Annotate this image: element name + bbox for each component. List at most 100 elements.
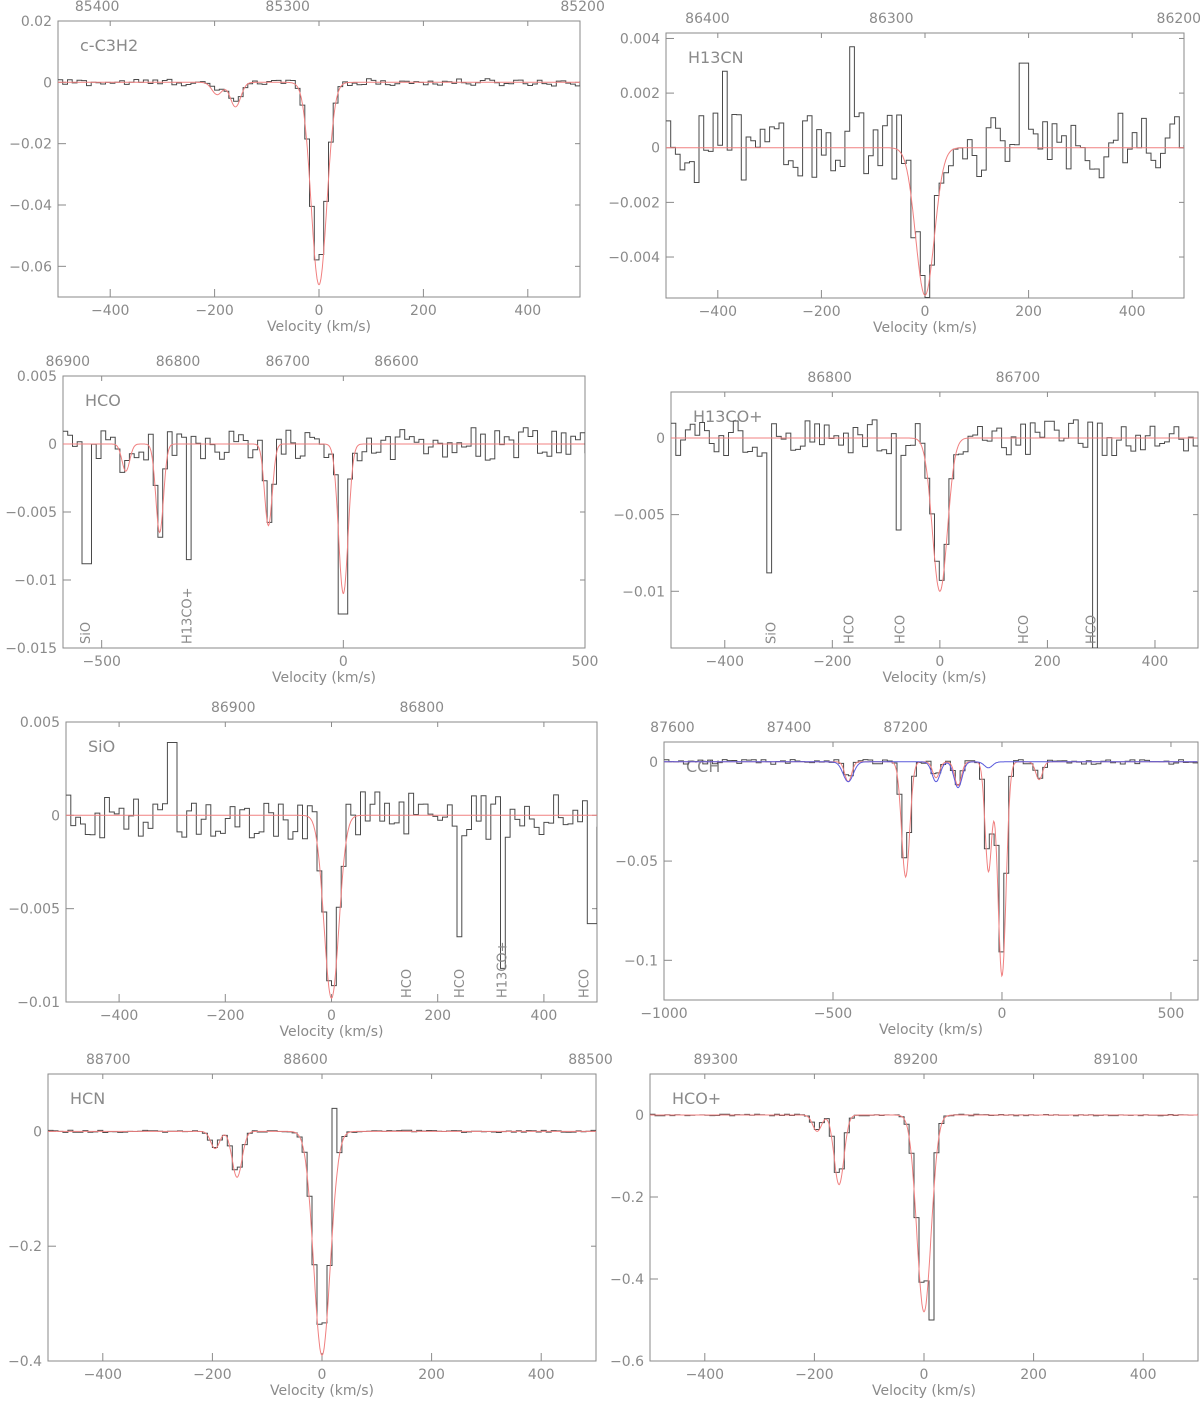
x-axis-label: Velocity (km/s) xyxy=(272,670,376,686)
spectrum-panel-H13CN: −400 −200 0 200 400 0.004 0.002 0 −0.002 −0.004 Ve… xyxy=(608,11,1200,336)
x-tick-label: 200 xyxy=(1015,304,1042,320)
spectrum-panel-CCH: −1000 −500 0 500 0 −0.05 −0.1 Velocity (km/s) 87… xyxy=(615,720,1199,1038)
model-fit-blue xyxy=(664,761,1198,789)
line-marker-label: H13CO+ xyxy=(180,587,195,644)
top-axis-label: 86300 xyxy=(869,11,914,27)
plot-frame xyxy=(670,391,1199,649)
observed-spectrum xyxy=(650,1113,1198,1321)
x-axis-label: Velocity (km/s) xyxy=(279,1024,383,1040)
x-axis-label: Velocity (km/s) xyxy=(879,1022,983,1038)
x-axis-label: Velocity (km/s) xyxy=(270,1383,374,1399)
y-tick-label: −0.002 xyxy=(608,195,660,211)
y-tick-label: 0.004 xyxy=(620,31,660,47)
y-tick-label: 0 xyxy=(33,1124,42,1140)
model-fit-red xyxy=(48,1130,596,1357)
x-tick-label: −500 xyxy=(814,1006,852,1022)
x-tick-label: 0 xyxy=(315,303,324,319)
y-tick-label: 0 xyxy=(656,431,665,447)
x-tick-label: −1000 xyxy=(640,1006,687,1022)
observed-spectrum xyxy=(48,1107,596,1325)
top-axis-label: 86900 xyxy=(46,354,91,370)
x-tick-label: −200 xyxy=(195,303,233,319)
observed-spectrum xyxy=(671,419,1198,648)
y-tick-label: 0 xyxy=(43,75,52,91)
x-tick-label: 200 xyxy=(1034,654,1061,670)
model-fit-red xyxy=(664,761,1198,978)
observed-spectrum xyxy=(664,759,1198,953)
model-fit-red xyxy=(650,1114,1198,1313)
observed-spectrum xyxy=(666,46,1184,298)
y-tick-label: −0.4 xyxy=(610,1272,644,1288)
y-tick-label: −0.6 xyxy=(610,1354,644,1370)
x-tick-label: 400 xyxy=(1119,304,1146,320)
x-tick-label: −400 xyxy=(84,1367,122,1383)
x-tick-label: 200 xyxy=(410,303,437,319)
top-axis-label: 89100 xyxy=(1094,1052,1139,1068)
y-tick-label: −0.01 xyxy=(17,995,60,1011)
line-marker-label: SiO xyxy=(764,622,779,644)
x-tick-label: −200 xyxy=(802,304,840,320)
molecule-label: HCO+ xyxy=(672,1089,721,1108)
spectrum-panel-c-C3H2: −400 −200 0 200 400 0.02 0 −0.02 −0.04 −0.06 Veloc… xyxy=(9,0,605,335)
x-tick-label: 200 xyxy=(1020,1367,1047,1383)
y-tick-label: −0.005 xyxy=(8,902,60,918)
x-axis-label: Velocity (km/s) xyxy=(873,320,977,336)
top-axis-label: 86700 xyxy=(996,370,1041,386)
x-tick-label: −200 xyxy=(813,654,851,670)
top-axis-label: 86800 xyxy=(807,370,852,386)
y-tick-label: −0.4 xyxy=(8,1354,42,1370)
y-tick-label: 0.02 xyxy=(21,14,52,30)
top-axis-label: 88600 xyxy=(283,1052,328,1068)
x-tick-label: 400 xyxy=(1142,654,1169,670)
x-tick-label: −200 xyxy=(795,1367,833,1383)
top-axis-label: 87200 xyxy=(883,720,928,736)
top-axis-label: 87400 xyxy=(767,720,812,736)
plot-frame xyxy=(663,741,1199,1001)
top-axis-label: 88700 xyxy=(86,1052,131,1068)
top-axis-label: 86900 xyxy=(211,700,256,716)
model-fit-red xyxy=(666,147,1184,296)
model-fit-red xyxy=(58,81,580,286)
x-tick-label: 0 xyxy=(318,1367,327,1383)
x-tick-label: −400 xyxy=(100,1008,138,1024)
y-tick-label: 0 xyxy=(649,755,658,771)
y-tick-label: −0.06 xyxy=(9,259,52,275)
x-tick-label: 0 xyxy=(921,304,930,320)
top-axis-label: 86800 xyxy=(399,700,444,716)
x-tick-label: 200 xyxy=(424,1008,451,1024)
x-tick-label: −400 xyxy=(699,304,737,320)
spectrum-panel-HCO+: −400 −200 0 200 400 0 −0.2 −0.4 −0.6 Velocity (km… xyxy=(610,1052,1199,1399)
molecule-label: SiO xyxy=(88,737,115,756)
observed-spectrum xyxy=(66,742,597,987)
y-tick-label: −0.01 xyxy=(622,584,665,600)
y-tick-label: −0.04 xyxy=(9,198,52,214)
x-tick-label: 400 xyxy=(531,1008,558,1024)
x-tick-label: −400 xyxy=(706,654,744,670)
x-axis-label: Velocity (km/s) xyxy=(267,319,371,335)
line-marker-label: HCO xyxy=(1084,615,1099,644)
top-axis-label: 86800 xyxy=(156,354,201,370)
y-tick-label: −0.05 xyxy=(615,854,658,870)
y-tick-label: −0.1 xyxy=(624,953,658,969)
x-axis-label: Velocity (km/s) xyxy=(872,1383,976,1399)
spectrum-panel-HCO: −500 0 500 0.005 0 −0.005 −0.01 −0.015 Velocity … xyxy=(5,354,598,686)
x-tick-label: −400 xyxy=(91,303,129,319)
top-axis-label: 85300 xyxy=(265,0,310,15)
molecule-label: H13CN xyxy=(688,48,744,67)
x-tick-label: 200 xyxy=(418,1367,445,1383)
plot-frame xyxy=(62,375,586,649)
y-tick-label: −0.015 xyxy=(5,641,57,657)
y-tick-label: −0.005 xyxy=(613,508,665,524)
x-tick-label: −500 xyxy=(82,654,120,670)
top-axis-label: 86200 xyxy=(1157,11,1200,27)
top-axis-label: 87600 xyxy=(650,720,695,736)
top-axis-label: 89200 xyxy=(894,1052,939,1068)
plot-frame xyxy=(665,32,1185,299)
top-axis-label: 86700 xyxy=(265,354,310,370)
y-tick-label: 0 xyxy=(635,1108,644,1124)
x-tick-label: 0 xyxy=(920,1367,929,1383)
top-axis-label: 88500 xyxy=(568,1052,613,1068)
y-tick-label: 0 xyxy=(51,808,60,824)
top-axis-label: 85200 xyxy=(560,0,605,15)
x-tick-label: 500 xyxy=(1158,1006,1185,1022)
